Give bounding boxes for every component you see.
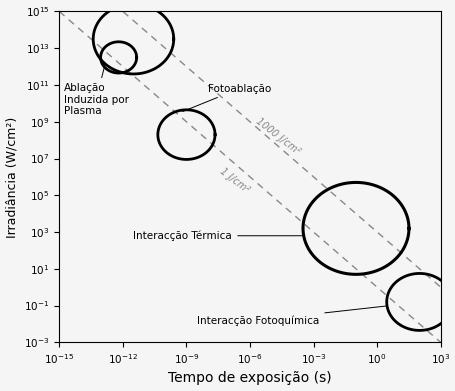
Text: Interacção Térmica: Interacção Térmica — [133, 230, 304, 241]
Text: 1000 J/cm²: 1000 J/cm² — [254, 116, 302, 157]
X-axis label: Tempo de exposição (s): Tempo de exposição (s) — [168, 371, 331, 386]
Text: Fotoablação: Fotoablação — [182, 84, 270, 111]
Text: 1 J/cm²: 1 J/cm² — [218, 166, 251, 195]
Y-axis label: Irradiância (W/cm²): Irradiância (W/cm²) — [5, 116, 19, 238]
Text: Ablação
Induzida por
Plasma: Ablação Induzida por Plasma — [63, 64, 128, 116]
Text: Fotodisrupção: Fotodisrupção — [0, 390, 1, 391]
Text: Interacção Fotoquímica: Interacção Fotoquímica — [197, 306, 386, 326]
